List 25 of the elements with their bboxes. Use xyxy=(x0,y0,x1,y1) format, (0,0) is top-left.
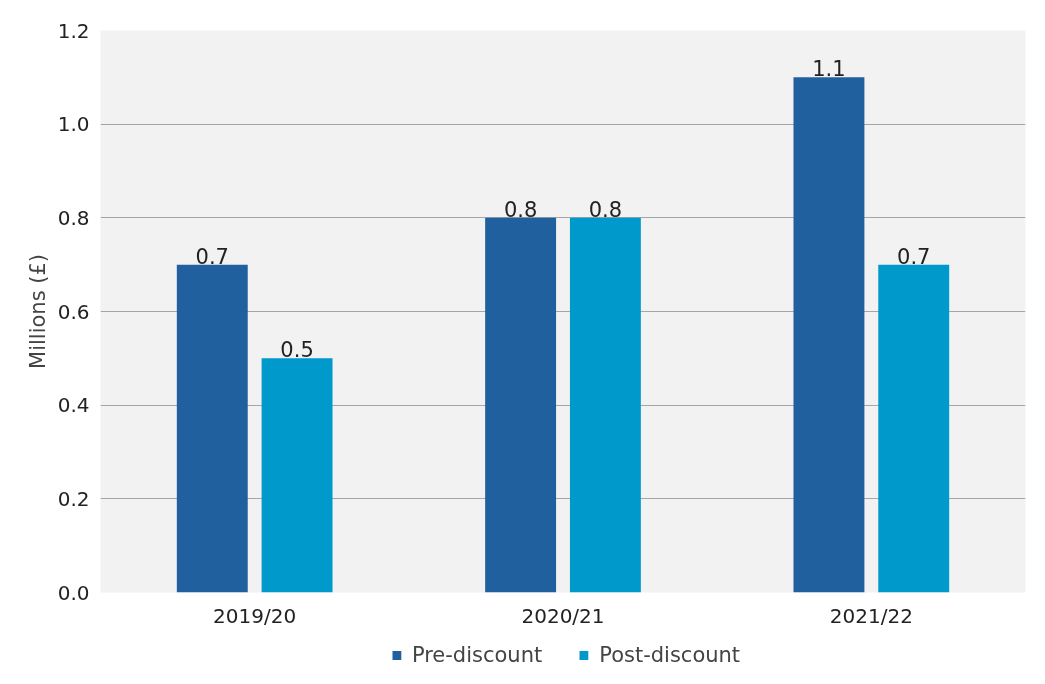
bar xyxy=(878,264,950,593)
y-axis-title: Millions (£) xyxy=(25,254,50,369)
y-tick-label: 0.6 xyxy=(57,299,90,324)
data-label: 0.7 xyxy=(195,244,229,269)
data-label: 0.5 xyxy=(280,338,314,363)
data-label: 0.8 xyxy=(588,197,623,222)
y-tick-label: 0.0 xyxy=(57,580,90,605)
bar xyxy=(793,77,865,593)
y-tick-label: 1.0 xyxy=(57,112,90,137)
x-tick-label: 2020/21 xyxy=(521,603,605,628)
bar xyxy=(485,217,557,593)
y-tick-label: 0.8 xyxy=(57,205,90,230)
data-label: 1.1 xyxy=(812,57,846,82)
data-label: 0.8 xyxy=(503,197,538,222)
legend-label: Post-discount xyxy=(599,643,741,667)
x-tick-label: 2019/20 xyxy=(213,603,297,628)
data-label: 0.7 xyxy=(897,244,931,269)
x-tick-label: 2021/22 xyxy=(829,603,913,628)
y-tick-label: 0.2 xyxy=(57,486,90,511)
bar xyxy=(569,217,641,593)
y-tick-label: 1.2 xyxy=(57,18,90,43)
y-tick-label: 0.4 xyxy=(57,393,90,418)
bar xyxy=(176,264,248,593)
legend-label: Pre-discount xyxy=(411,643,543,667)
bar xyxy=(261,358,333,593)
